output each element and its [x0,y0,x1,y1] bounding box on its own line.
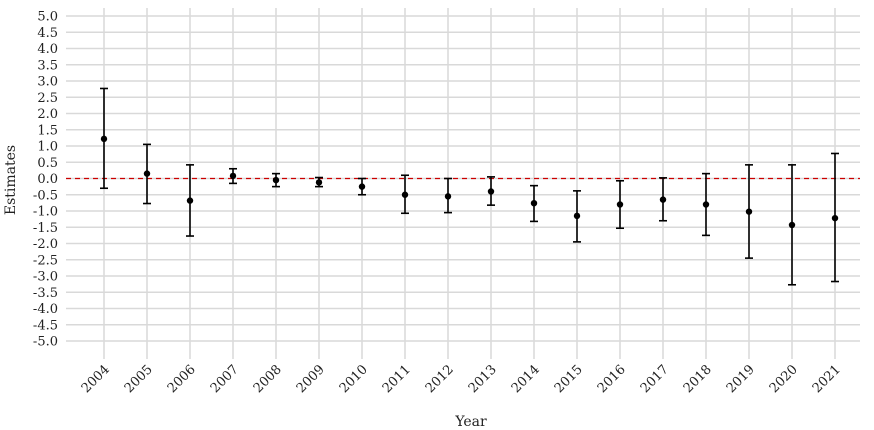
x-axis-title: Year [454,414,487,430]
x-tick-label: 2004 [79,362,113,396]
y-tick-label: 0.5 [37,156,58,171]
y-tick-label: 0.0 [37,172,58,187]
y-tick-label: 3.5 [37,58,58,73]
x-tick-label: 2013 [466,362,500,396]
error-bars [100,87,839,286]
y-tick-label: -3.0 [33,270,58,285]
point-estimate [831,214,839,222]
point-estimates [100,135,839,229]
x-tick-label: 2010 [337,362,371,396]
x-tick-label: 2019 [724,362,758,396]
point-estimate [745,208,753,215]
x-tick-label: 2012 [423,362,457,396]
x-tick-label: 2017 [638,362,672,396]
point-estimate [444,193,452,200]
point-estimate [530,200,538,207]
x-tick-label: 2009 [294,362,328,396]
x-tick-label: 2007 [208,362,242,396]
point-estimate [100,135,108,143]
point-estimate [616,201,624,208]
x-tick-label: 2008 [251,362,285,396]
y-tick-label: 4.5 [37,26,58,41]
x-tick-label: 2014 [509,362,543,396]
x-tick-label: 2011 [380,362,414,396]
y-tick-label: -1.0 [33,205,58,220]
y-tick-label: 1.0 [37,140,58,155]
point-estimate [401,191,409,198]
y-tick-label: 2.5 [37,91,58,106]
point-estimate [186,197,194,204]
y-tick-label: -2.5 [33,253,58,268]
y-tick-label: -4.0 [33,302,58,317]
y-tick-label: 2.0 [37,107,58,122]
x-tick-labels: 2004 2005 2006 2007 2008 2009 2010 2011 2012 2013… [79,362,844,396]
y-tick-label: -3.5 [33,286,58,301]
point-estimate [788,221,796,229]
point-estimate [659,196,667,203]
x-tick-label: 2020 [767,362,801,396]
point-estimate [229,172,237,180]
point-estimate [272,176,280,184]
point-estimate [573,212,581,220]
y-tick-label: 5.0 [37,10,58,25]
y-tick-label: 1.5 [37,123,58,138]
point-estimate [358,183,366,190]
y-tick-label: -1.5 [33,221,58,236]
point-estimate [702,201,710,208]
point-estimate [315,179,323,186]
x-tick-label: 2021 [810,362,844,396]
x-tick-label: 2005 [122,362,156,396]
y-tick-label: 3.0 [37,75,58,90]
y-tick-label: 4.0 [37,42,58,57]
y-tick-label: -5.0 [33,335,58,350]
x-tick-label: 2006 [165,362,199,396]
x-tick-label: 2016 [595,362,629,396]
point-estimate [143,170,151,177]
y-tick-label: -0.5 [33,188,58,203]
y-axis-title: Estimates [3,145,19,215]
x-tick-label: 2018 [681,362,715,396]
y-tick-label: -2.0 [33,237,58,252]
x-tick-label: 2015 [552,362,586,396]
y-tick-labels: 5.04.54.03.5 3.02.52.01.5 1.00.50.0-0.5 -1.… [33,10,58,350]
y-tick-label: -4.5 [33,318,58,333]
point-estimate [487,188,495,195]
grid-lines [66,8,860,359]
